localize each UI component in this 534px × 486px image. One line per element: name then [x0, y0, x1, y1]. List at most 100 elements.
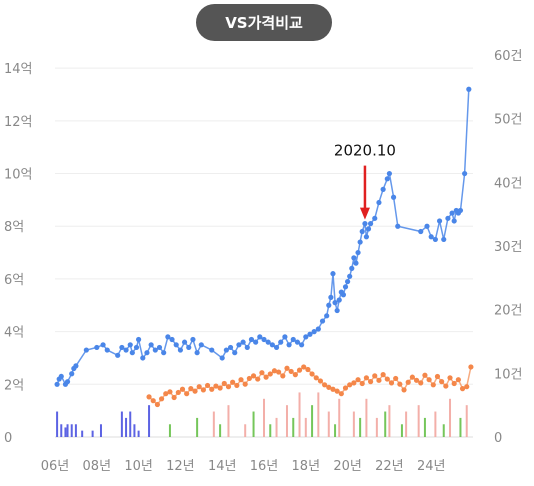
volume-bar	[359, 417, 362, 437]
left-tick-label: 8억	[4, 220, 24, 235]
data-point	[455, 377, 461, 383]
data-point	[428, 234, 434, 240]
data-point	[232, 350, 238, 356]
data-point	[307, 331, 313, 337]
volume-bar	[244, 424, 247, 437]
data-point	[359, 380, 365, 387]
data-point	[372, 215, 378, 221]
data-point	[349, 265, 355, 271]
vs-compare-button-bg[interactable]	[196, 4, 332, 41]
x-tick-label: 20년	[333, 459, 362, 474]
data-point	[64, 379, 71, 385]
data-point	[443, 383, 449, 389]
volume-bar	[125, 417, 128, 437]
annotation: 2020.10	[334, 142, 396, 220]
vs-compare-button-label[interactable]: VS가격비교	[225, 14, 303, 32]
data-point	[163, 391, 169, 397]
data-point	[353, 260, 359, 266]
volume-bar	[227, 405, 230, 437]
right-tick-label: 20건	[494, 304, 523, 319]
data-point	[424, 223, 430, 229]
volume-bar	[269, 424, 272, 437]
right-tick-label: 40건	[494, 176, 523, 191]
volume-bar	[285, 405, 288, 437]
data-point	[405, 379, 411, 385]
right-tick-label: 60건	[494, 49, 523, 64]
data-point	[217, 385, 223, 391]
data-point	[236, 342, 242, 348]
left-tick-label: 14억	[4, 62, 33, 77]
data-point	[94, 344, 100, 351]
x-tick-label: 24년	[417, 459, 446, 474]
data-point	[430, 382, 436, 388]
volume-bar	[365, 398, 368, 437]
data-point	[422, 372, 428, 378]
vs-compare-button[interactable]: VS가격비교	[196, 4, 332, 41]
data-point	[263, 374, 269, 380]
data-point	[133, 344, 140, 351]
data-point	[451, 380, 457, 387]
data-point	[181, 339, 188, 345]
data-point	[451, 218, 457, 224]
data-point	[73, 363, 79, 369]
data-point	[449, 210, 455, 216]
data-point	[148, 342, 154, 348]
data-point	[359, 228, 365, 235]
data-point	[158, 396, 165, 402]
data-point	[69, 371, 75, 377]
data-point	[376, 377, 382, 383]
data-point	[326, 384, 332, 390]
volume-bar	[56, 411, 59, 437]
data-point	[246, 375, 252, 382]
data-point	[225, 384, 232, 390]
volume-bar	[133, 424, 136, 437]
data-point	[351, 380, 357, 386]
data-point	[328, 294, 334, 300]
data-point	[269, 342, 275, 348]
data-point	[464, 384, 470, 390]
data-point	[459, 386, 466, 392]
data-point	[198, 342, 204, 348]
data-point	[313, 375, 319, 381]
volume-bar	[64, 427, 67, 437]
volume-bar	[298, 392, 301, 437]
data-point	[261, 336, 267, 343]
data-point	[54, 381, 60, 387]
data-point	[234, 382, 240, 389]
data-point	[296, 367, 303, 373]
data-point	[278, 339, 284, 345]
data-point	[432, 236, 438, 243]
data-point	[347, 382, 353, 388]
data-point	[223, 347, 229, 353]
data-point	[351, 255, 357, 261]
left-axis-ticks: 0 2억 4억 6억 8억 10억 12억 14억	[4, 62, 33, 446]
x-tick-label: 06년	[41, 459, 70, 474]
data-point	[457, 207, 464, 214]
data-point	[190, 336, 196, 343]
volume-bar	[417, 405, 420, 437]
volume-bar	[74, 424, 77, 437]
data-point	[219, 355, 225, 361]
data-point	[58, 373, 64, 380]
data-point	[362, 221, 368, 227]
volume-bar	[449, 398, 452, 437]
volume-bar	[384, 411, 387, 437]
data-point	[309, 371, 315, 377]
data-point	[276, 369, 282, 375]
data-point	[367, 221, 374, 227]
data-point	[238, 377, 244, 383]
data-point	[271, 368, 278, 374]
data-point	[294, 339, 301, 345]
data-point	[315, 326, 321, 332]
data-point	[332, 300, 338, 306]
data-point	[115, 352, 121, 358]
x-tick-label: 18년	[292, 459, 321, 474]
x-axis-ticks: 06년 08년 10년 12년 14년 16년 18년 20년 22년 24년	[41, 459, 446, 474]
data-point	[100, 342, 106, 348]
data-point	[357, 239, 363, 245]
data-point	[380, 186, 386, 192]
data-point	[284, 365, 290, 371]
data-point	[144, 350, 150, 356]
grid-lines	[55, 67, 473, 438]
annotation-arrow-head	[359, 207, 370, 220]
